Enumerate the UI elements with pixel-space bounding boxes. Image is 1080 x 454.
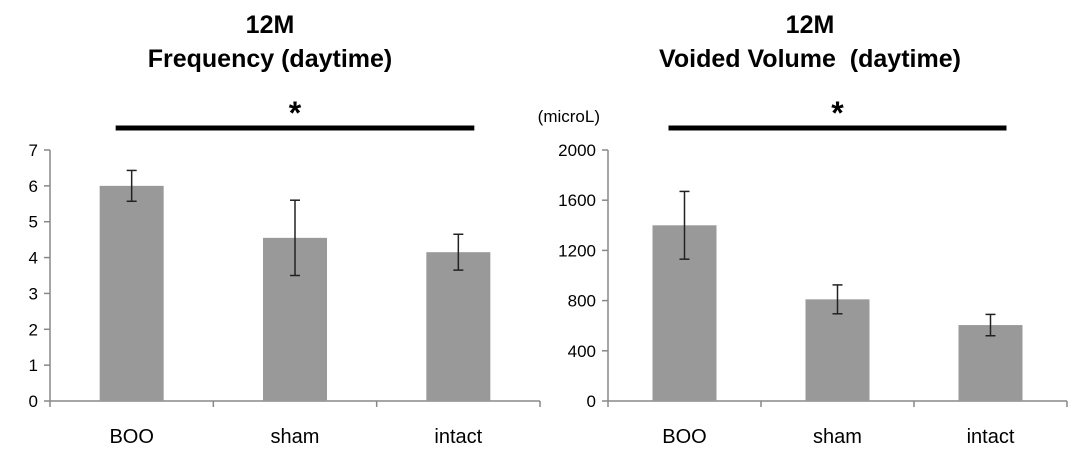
x-tick-label-sham: sham	[813, 426, 862, 448]
bar-intact	[426, 252, 491, 401]
x-tick-label-intact: intact	[967, 426, 1015, 448]
chart-title-line-2: Voided Volume (daytime)	[659, 45, 961, 73]
y-tick-label: 7	[29, 141, 38, 160]
chart-title-line-2: Frequency (daytime)	[147, 45, 393, 73]
chart-title-line-1: 12M	[785, 11, 835, 39]
y-tick-label: 3	[29, 284, 38, 303]
y-tick-label: 4	[29, 249, 38, 268]
x-tick-label-sham: sham	[271, 426, 320, 448]
chart-title-line-1: 12M	[245, 11, 295, 39]
y-tick-label: 800	[568, 292, 596, 311]
x-tick-label-boo: BOO	[109, 426, 153, 448]
significance-asterisk: *	[289, 95, 302, 131]
y-tick-label: 0	[29, 392, 38, 411]
voided-volume-chart-panel: 12M Voided Volume (daytime) 0 400 800 1200 1…	[538, 0, 1080, 454]
y-tick-label: 400	[568, 342, 596, 361]
y-tick-label: 1	[29, 356, 38, 375]
frequency-bar-chart: 0 1 2 3 4 5 6 7 BOO sham intact *	[29, 95, 541, 448]
y-tick-label: 2	[29, 320, 38, 339]
y-tick-label: 1200	[558, 241, 596, 260]
chart-title: 12M Voided Volume (daytime)	[540, 8, 1080, 76]
y-tick-label: 0	[587, 392, 596, 411]
y-unit-label: (microL)	[538, 107, 600, 126]
bar-sham	[805, 299, 870, 401]
x-tick-label-boo: BOO	[662, 426, 706, 448]
bar-boo	[99, 185, 164, 401]
x-tick-label-intact: intact	[434, 426, 482, 448]
voided-volume-bar-chart: 0 400 800 1200 1600 2000 BOO sham intact * (microL…	[538, 95, 1068, 448]
y-tick-label: 6	[29, 177, 38, 196]
frequency-chart-panel: 12M Frequency (daytime) 0 1 2 3 4 5 6 7 BOO sham i…	[0, 8, 541, 448]
y-tick-label: 5	[29, 213, 38, 232]
bar-intact	[958, 325, 1023, 401]
y-tick-label: 2000	[558, 141, 596, 160]
chart-title: 12M Frequency (daytime)	[0, 8, 540, 76]
significance-asterisk: *	[831, 95, 844, 131]
y-tick-label: 1600	[558, 191, 596, 210]
